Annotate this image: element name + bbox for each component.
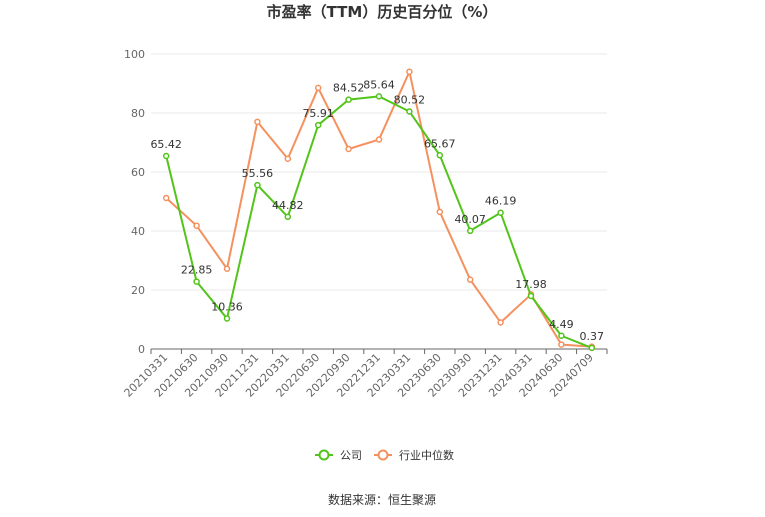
y-tick-label: 40 <box>131 225 145 238</box>
data-label: 84.52 <box>333 82 365 95</box>
data-label: 22.85 <box>181 264 213 277</box>
data-label: 40.07 <box>454 213 486 226</box>
legend[interactable]: 公司 行业中位数 <box>315 448 454 462</box>
data-label: 10.36 <box>211 300 243 313</box>
data-point[interactable] <box>497 319 504 326</box>
data-point[interactable] <box>558 341 565 348</box>
data-label: 65.42 <box>150 138 182 151</box>
data-point[interactable] <box>436 208 444 216</box>
data-point[interactable] <box>406 108 413 115</box>
data-point[interactable] <box>314 121 322 129</box>
data-label: 80.52 <box>394 93 426 106</box>
y-tick-label: 100 <box>124 48 145 61</box>
data-point[interactable] <box>284 213 292 221</box>
data-point[interactable] <box>254 181 261 189</box>
data-label: 0.37 <box>580 330 605 343</box>
y-tick-label: 20 <box>131 284 145 297</box>
y-axis: 0 20 40 60 80 100 <box>124 48 145 356</box>
legend-label: 公司 <box>340 449 362 462</box>
data-point[interactable] <box>406 68 413 75</box>
data-point[interactable] <box>466 276 474 283</box>
data-point[interactable] <box>345 96 352 103</box>
y-tick-label: 0 <box>138 343 145 356</box>
data-point[interactable] <box>588 344 596 352</box>
data-label: 55.56 <box>242 167 274 180</box>
data-point[interactable] <box>558 332 565 340</box>
data-label: 46.19 <box>485 195 517 208</box>
data-labels: 65.42 22.85 10.36 55.56 44.82 75.91 84.5285.64… <box>150 78 604 343</box>
data-point[interactable] <box>223 315 231 322</box>
data-point[interactable] <box>375 136 383 143</box>
legend-swatch-marker <box>318 449 330 461</box>
data-label: 4.49 <box>549 318 574 331</box>
data-point[interactable] <box>466 227 474 235</box>
y-tick-label: 80 <box>131 107 145 120</box>
data-point[interactable] <box>497 209 504 216</box>
data-label: 44.82 <box>272 199 304 212</box>
data-label: 75.91 <box>302 107 334 120</box>
chart-title: 市盈率（TTM）历史百分位（%） <box>267 3 498 21</box>
grid-lines <box>151 53 607 291</box>
data-point[interactable] <box>314 84 322 92</box>
data-label: 17.98 <box>515 278 547 291</box>
data-point[interactable] <box>375 93 383 100</box>
x-axis: 2021033120210630202109302021123120220331… <box>122 348 608 400</box>
data-point[interactable] <box>345 145 352 153</box>
series-group <box>162 68 596 352</box>
legend-item-1[interactable]: 行业中位数 <box>374 448 454 462</box>
data-point[interactable] <box>527 292 535 300</box>
data-point[interactable] <box>436 152 444 159</box>
source-note: 数据来源：恒生聚源 <box>328 492 436 507</box>
legend-label: 行业中位数 <box>399 448 454 462</box>
data-label: 85.64 <box>363 78 395 91</box>
data-point[interactable] <box>254 118 261 126</box>
data-label: 65.67 <box>424 137 456 150</box>
y-tick-label: 60 <box>131 166 145 179</box>
data-point[interactable] <box>162 152 170 160</box>
data-point[interactable] <box>223 265 231 273</box>
data-point[interactable] <box>193 222 200 229</box>
legend-swatch-marker <box>377 449 389 461</box>
data-point[interactable] <box>193 278 200 285</box>
data-point[interactable] <box>284 155 292 162</box>
legend-item-0[interactable]: 公司 <box>315 449 362 462</box>
data-point[interactable] <box>162 194 170 202</box>
